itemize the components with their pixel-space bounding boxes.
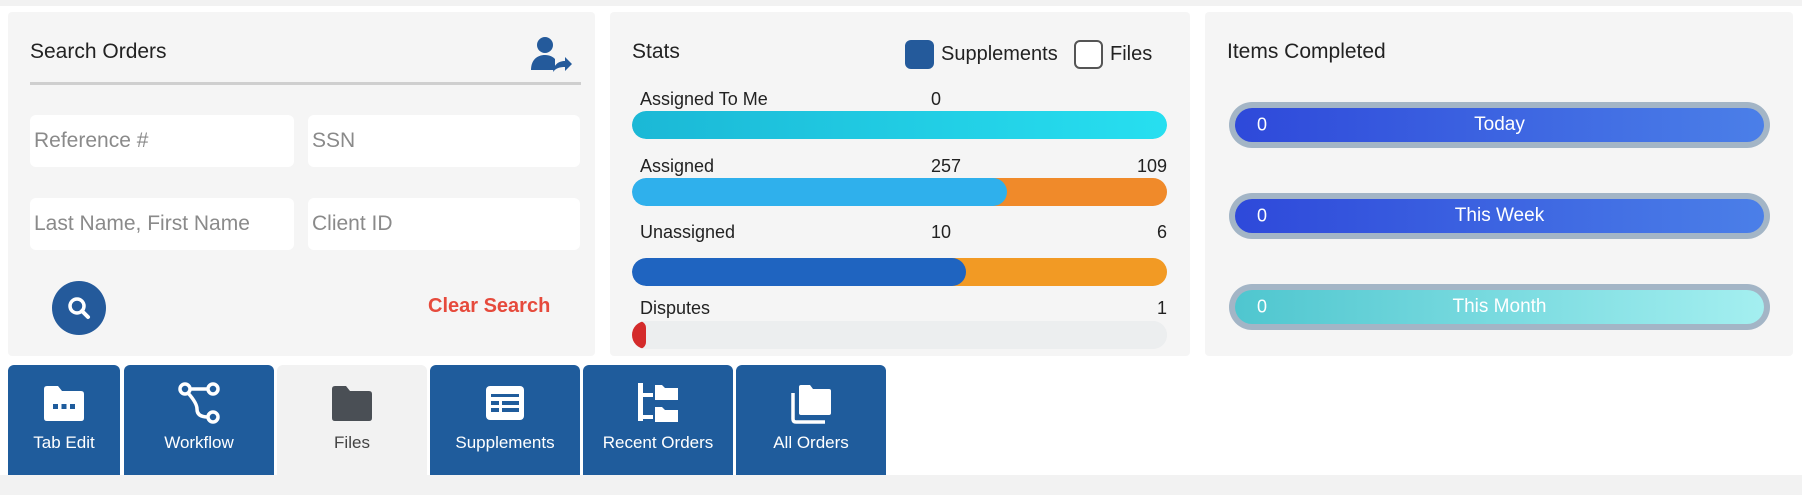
stat-bar-remainder	[993, 178, 1167, 206]
tab-all-orders[interactable]: All Orders	[736, 365, 886, 478]
clear-search-button[interactable]: Clear Search	[428, 295, 551, 317]
completed-week-count: 0	[1257, 205, 1268, 226]
tab-supplements[interactable]: Supplements	[430, 365, 580, 478]
tree-folders-icon	[638, 383, 678, 422]
stats-title: Stats	[632, 40, 680, 63]
completed-today-count: 0	[1257, 114, 1268, 135]
tab-supplements-label: Supplements	[455, 433, 555, 452]
search-orders-panel: Search Orders Clear Search	[8, 12, 595, 356]
stat-bar-assigned-to-me	[632, 111, 1167, 139]
stat-bar-fill	[632, 321, 646, 349]
items-completed-title: Items Completed	[1227, 40, 1386, 63]
stats-panel: Stats Supplements Files Assigned To Me 0…	[610, 12, 1190, 356]
completed-month-label: This Month	[1452, 296, 1547, 317]
tab-files[interactable]: Files	[277, 365, 427, 478]
tab-recent-orders[interactable]: Recent Orders	[583, 365, 733, 478]
items-completed-panel: Items Completed 0 Today 0 This Week 0 Th…	[1205, 12, 1793, 356]
completed-month-count: 0	[1257, 296, 1268, 317]
stat-label-assigned-to-me: Assigned To Me	[640, 89, 768, 109]
supplements-toggle[interactable]: Supplements	[905, 40, 1058, 69]
tab-edit-label: Tab Edit	[33, 433, 95, 452]
stat-files-assigned: 109	[1136, 156, 1167, 176]
stat-bar-disputes	[632, 321, 1167, 349]
stat-label-disputes: Disputes	[640, 298, 711, 318]
tab-recent-orders-label: Recent Orders	[602, 433, 714, 452]
search-icon	[68, 297, 90, 319]
user-share-icon[interactable]	[528, 34, 572, 78]
stat-label-unassigned: Unassigned	[640, 222, 736, 242]
search-divider	[30, 82, 581, 85]
stat-supplements-unassigned: 10	[931, 222, 952, 242]
tab-files-label: Files	[334, 433, 370, 452]
completed-today-label: Today	[1474, 114, 1525, 135]
ssn-input[interactable]	[308, 115, 580, 167]
pill-fill: 0 Today	[1235, 108, 1764, 142]
files-checkbox[interactable]	[1074, 40, 1103, 69]
name-input[interactable]	[30, 198, 294, 250]
stat-label-assigned: Assigned	[640, 156, 715, 176]
supplements-icon	[486, 386, 524, 420]
stat-bar-fill	[632, 178, 1007, 206]
supplements-checkbox[interactable]	[905, 40, 934, 69]
folder-icon	[332, 386, 372, 421]
completed-month-pill[interactable]: 0 This Month	[1229, 284, 1770, 330]
stacked-folders-icon	[791, 385, 831, 424]
completed-week-label: This Week	[1454, 205, 1545, 226]
content-area-edge	[0, 475, 1802, 495]
stat-bar-unassigned	[632, 258, 1167, 286]
reference-number-input[interactable]	[30, 115, 294, 167]
stat-bar-remainder	[952, 258, 1167, 286]
search-button[interactable]	[52, 281, 106, 335]
top-strip	[0, 0, 1802, 6]
pill-fill: 0 This Month	[1235, 290, 1764, 324]
pill-fill: 0 This Week	[1235, 199, 1764, 233]
supplements-toggle-label: Supplements	[941, 43, 1058, 65]
stat-bar-assigned	[632, 178, 1167, 206]
workflow-icon	[178, 382, 220, 424]
stat-bar-remainder	[632, 321, 1167, 349]
stat-files-disputes: 1	[1156, 298, 1167, 318]
stat-files-unassigned: 6	[1156, 222, 1167, 242]
completed-week-pill[interactable]: 0 This Week	[1229, 193, 1770, 239]
search-orders-title: Search Orders	[30, 40, 167, 63]
tab-workflow[interactable]: Workflow	[124, 365, 274, 478]
stat-supplements-assigned-to-me: 0	[931, 89, 942, 109]
stat-supplements-assigned: 257	[931, 156, 962, 176]
stat-bar-fill	[632, 111, 1167, 139]
folder-dots-icon	[44, 386, 84, 421]
files-toggle[interactable]: Files	[1074, 40, 1152, 69]
client-id-input[interactable]	[308, 198, 580, 250]
tab-tab-edit[interactable]: Tab Edit	[8, 365, 120, 478]
files-toggle-label: Files	[1110, 43, 1153, 65]
tab-workflow-label: Workflow	[164, 433, 234, 452]
stat-bar-fill	[632, 258, 966, 286]
tab-all-orders-label: All Orders	[773, 433, 849, 452]
completed-today-pill[interactable]: 0 Today	[1229, 102, 1770, 148]
